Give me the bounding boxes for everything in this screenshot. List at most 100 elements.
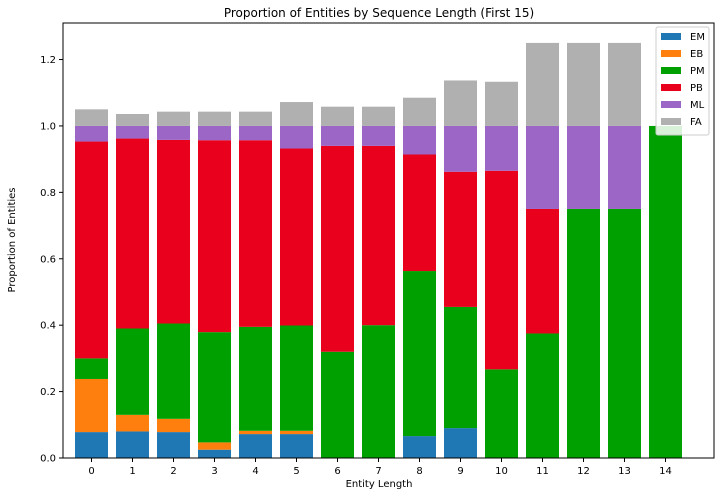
bar-pb-0 (75, 141, 108, 359)
bar-fa-8 (403, 97, 436, 126)
legend-label-em: EM (690, 32, 705, 43)
bar-pm-8 (403, 271, 436, 437)
bar-pb-11 (526, 208, 559, 334)
x-tick-label: 3 (211, 466, 217, 477)
bar-pm-12 (567, 208, 600, 458)
bar-fa-1 (116, 113, 149, 126)
x-tick-label: 1 (129, 466, 135, 477)
legend-label-pm: PM (690, 66, 705, 77)
bar-eb-3 (198, 442, 231, 450)
x-tick-label: 13 (618, 466, 631, 477)
bar-ml-4 (239, 125, 272, 141)
bar-fa-7 (362, 106, 395, 126)
x-tick-label: 0 (88, 466, 94, 477)
bar-em-9 (444, 428, 477, 458)
bar-pb-10 (485, 170, 518, 370)
x-tick-label: 14 (659, 466, 672, 477)
bar-ml-13 (608, 125, 641, 209)
bar-em-8 (403, 436, 436, 458)
bar-pm-4 (239, 326, 272, 431)
x-axis: 0 1 2 3 4 5 6 7 8 9 10 11 12 13 14 (88, 458, 672, 477)
y-tick-label: 0.0 (40, 454, 56, 465)
x-axis-label: Entity Length (346, 479, 413, 490)
bar-em-0 (75, 432, 108, 458)
x-tick-label: 5 (293, 466, 299, 477)
bar-pm-11 (526, 333, 559, 458)
bar-fa-0 (75, 109, 108, 126)
legend-swatch-ml (661, 101, 681, 108)
x-tick-label: 2 (170, 466, 176, 477)
bar-pm-10 (485, 369, 518, 458)
x-tick-label: 7 (375, 466, 381, 477)
y-tick-label: 0.6 (40, 254, 56, 265)
plot-frame (62, 22, 715, 459)
bar-pm-0 (75, 358, 108, 379)
y-axis: 0.0 0.2 0.4 0.6 0.8 1.0 1.2 (40, 55, 63, 465)
legend-label-pb: PB (690, 83, 703, 94)
x-tick-label: 12 (577, 466, 590, 477)
bar-ml-3 (198, 125, 231, 141)
y-tick-label: 1.0 (40, 121, 56, 132)
legend-swatch-pb (661, 84, 681, 91)
x-tick-label: 4 (252, 466, 258, 477)
x-tick-label: 11 (536, 466, 549, 477)
bar-em-3 (198, 449, 231, 458)
bar-ml-12 (567, 125, 600, 209)
bar-ml-7 (362, 125, 395, 146)
bar-ml-6 (321, 125, 354, 146)
bar-fa-3 (198, 111, 231, 126)
bar-eb-2 (157, 418, 190, 433)
legend-swatch-pm (661, 67, 681, 74)
bar-pm-6 (321, 351, 354, 458)
bar-fa-4 (239, 111, 272, 126)
bar-fa-5 (280, 102, 313, 126)
bar-pm-1 (116, 328, 149, 415)
bar-ml-0 (75, 125, 108, 142)
bars-layer (75, 42, 682, 458)
bar-em-5 (280, 434, 313, 458)
bar-pm-5 (280, 325, 313, 431)
bar-pm-2 (157, 323, 190, 419)
bar-ml-5 (280, 125, 313, 149)
legend-label-ml: ML (690, 100, 705, 111)
bar-pb-1 (116, 138, 149, 329)
bar-pb-6 (321, 145, 354, 352)
bar-pb-3 (198, 140, 231, 333)
y-tick-label: 0.2 (40, 387, 56, 398)
bar-ml-11 (526, 125, 559, 209)
bar-ml-2 (157, 125, 190, 140)
bar-fa-12 (567, 42, 600, 126)
bar-pb-5 (280, 148, 313, 326)
y-tick-label: 0.8 (40, 188, 56, 199)
bar-fa-2 (157, 111, 190, 126)
x-tick-label: 8 (416, 466, 422, 477)
bar-ml-1 (116, 125, 149, 139)
bar-fa-9 (444, 80, 477, 126)
bar-eb-5 (280, 430, 313, 435)
legend-swatch-fa (661, 118, 681, 125)
bar-em-4 (239, 434, 272, 458)
bar-em-1 (116, 431, 149, 458)
bar-pm-3 (198, 332, 231, 443)
y-tick-label: 0.4 (40, 321, 56, 332)
bar-pb-7 (362, 145, 395, 326)
bar-pm-7 (362, 325, 395, 458)
y-tick-label: 1.2 (40, 55, 56, 66)
legend: EM EB PM PB ML FA (655, 26, 710, 136)
bar-em-2 (157, 432, 190, 458)
bar-pb-9 (444, 171, 477, 307)
x-tick-label: 9 (457, 466, 463, 477)
legend-label-eb: EB (690, 49, 703, 60)
bar-pm-9 (444, 306, 477, 429)
bar-eb-0 (75, 378, 108, 433)
y-axis-label: Proportion of Entities (7, 187, 18, 292)
bar-eb-1 (116, 414, 149, 432)
bar-eb-4 (239, 430, 272, 435)
bar-fa-10 (485, 81, 518, 126)
bar-pb-8 (403, 154, 436, 272)
bar-ml-8 (403, 125, 436, 155)
bar-ml-9 (444, 125, 477, 172)
x-tick-label: 10 (495, 466, 508, 477)
